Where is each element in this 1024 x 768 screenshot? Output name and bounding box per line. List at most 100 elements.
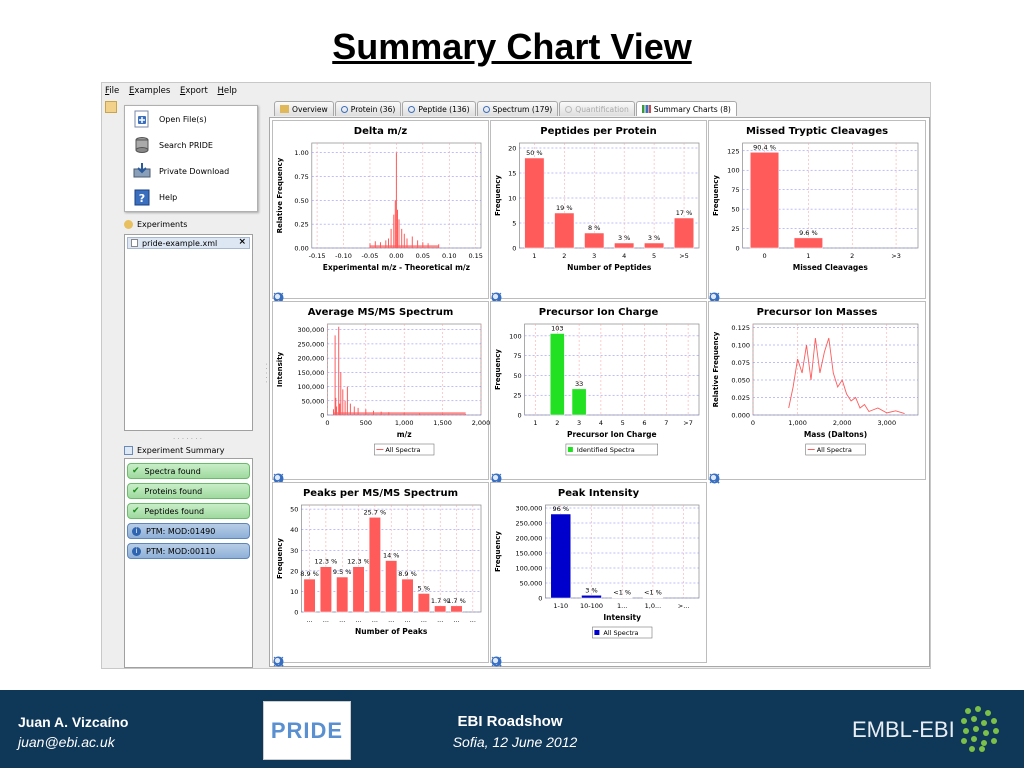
tab-spectrum[interactable]: Spectrum (179) [476, 101, 559, 116]
series-line [788, 337, 905, 415]
folder-icon [280, 105, 289, 113]
x-tick-label: 4 [599, 419, 603, 427]
event-name: EBI Roadshow [457, 713, 563, 730]
x-tick-label: 500 [360, 419, 372, 427]
summary-label: Experiment Summary [137, 446, 225, 455]
vertical-splitter[interactable]: · · · · · [262, 363, 270, 384]
bar-chart-icon [641, 105, 651, 113]
bar [793, 237, 823, 249]
menu-examples[interactable]: Examples [128, 86, 171, 96]
zoom-icon[interactable] [491, 473, 502, 484]
x-tick-label: 1,000 [788, 419, 807, 427]
chart-panel-peaks-per-spectrum: Peaks per MS/MS Spectrum 0 10 20 30 40 50 Freq… [272, 482, 489, 667]
y-tick-label: 0.075 [731, 359, 750, 367]
zoom-icon[interactable] [491, 656, 502, 667]
magnifier-icon [482, 105, 490, 113]
missed-cleavages-chart: 0 25 50 75 100 125 Frequency Missed Cleavages 0 9… [712, 142, 919, 272]
chart-panel-delta: Delta m/z 0.00 0.25 0.50 0.75 1.00 Relative F… [272, 120, 489, 303]
y-tick-label: 0.50 [294, 197, 308, 205]
y-tick-label: 150,000 [516, 550, 543, 558]
x-tick-label: ... [306, 616, 312, 624]
zoom-icon[interactable] [709, 473, 720, 484]
menu-file[interactable]: File [105, 86, 120, 96]
menu-export[interactable]: Export [179, 86, 208, 96]
bar [434, 605, 447, 613]
y-tick-label: 50 [731, 206, 739, 214]
data-label: 9.6 % [799, 229, 818, 237]
y-tick-label: 100 [727, 167, 739, 175]
y-tick-label: 0.100 [731, 342, 750, 350]
y-tick-label: 50,000 [520, 580, 543, 588]
private-download-button[interactable]: Private Download [125, 158, 257, 184]
menu-help[interactable]: Help [217, 86, 237, 96]
y-tick-label: 125 [727, 147, 739, 155]
splitter-handle[interactable]: · · · · · · · [173, 435, 202, 443]
summary-item-peptides[interactable]: ✔ Peptides found [127, 503, 250, 519]
x-tick-label: 0 [751, 419, 755, 427]
chart-title: Peaks per MS/MS Spectrum [302, 488, 459, 499]
y-tick-label: 0 [512, 245, 516, 253]
data-label: 3 % [648, 234, 660, 242]
x-axis-label: Intensity [603, 613, 641, 622]
delta-mz-chart: 0.00 0.25 0.50 0.75 1.00 Relative Frequency Ex… [276, 142, 483, 272]
summary-item-ptm-00110[interactable]: i PTM: MOD:00110 [127, 543, 250, 559]
x-tick-label: 0 [325, 419, 329, 427]
data-label: <1 % [644, 589, 662, 597]
open-file-button[interactable]: Open File(s) [125, 106, 257, 132]
bar [450, 605, 463, 613]
summary-item-label: PTM: MOD:00110 [146, 546, 216, 556]
y-axis-label: Frequency [494, 349, 502, 390]
x-tick-label: 5 [621, 419, 625, 427]
summary-item-ptm-01490[interactable]: i PTM: MOD:01490 [127, 523, 250, 539]
x-tick-label: 0.00 [389, 252, 403, 260]
bar [581, 595, 602, 599]
x-tick-label: 7 [664, 419, 668, 427]
tab-label: Protein (36) [350, 104, 396, 114]
close-icon[interactable]: × [238, 237, 246, 247]
legend-swatch [567, 447, 573, 452]
tab-peptide[interactable]: Peptide (136) [402, 101, 476, 116]
tab-protein[interactable]: Protein (36) [334, 101, 402, 116]
bar [336, 576, 349, 613]
plot-area [752, 323, 919, 416]
search-pride-button[interactable]: Search PRIDE [125, 132, 257, 158]
data-label: 3 % [585, 586, 597, 594]
y-axis-label: Frequency [494, 175, 502, 216]
bar [554, 212, 575, 249]
y-axis-label: Intensity [276, 351, 284, 387]
zoom-icon[interactable] [491, 292, 502, 303]
summary-item-proteins[interactable]: ✔ Proteins found [127, 483, 250, 499]
data-label: 8.9 % [300, 570, 319, 578]
embl-ebi-logo-text: EMBL-EBI [852, 717, 955, 742]
zoom-icon[interactable] [273, 656, 284, 667]
legend-label: All Spectra [817, 446, 852, 454]
bar [368, 517, 381, 613]
bar [385, 560, 398, 613]
open-icon[interactable] [105, 101, 117, 113]
y-tick-label: 20 [290, 567, 298, 575]
summary-item-spectra[interactable]: ✔ Spectra found [127, 463, 250, 479]
x-tick-label: ... [421, 616, 427, 624]
info-icon: i [132, 526, 141, 536]
chart-title: Average MS/MS Spectrum [307, 307, 454, 318]
tab-quantification[interactable]: Quantification [559, 101, 635, 116]
search-pride-label: Search PRIDE [159, 140, 213, 150]
experiments-label: Experiments [137, 220, 188, 229]
x-tick-label: 0.15 [468, 252, 482, 260]
x-tick-label: ... [372, 616, 378, 624]
experiment-list: pride-example.xml × [124, 234, 253, 431]
y-tick-label: 200,000 [298, 355, 325, 363]
precursor-masses-chart: 0.000 0.025 0.050 0.075 0.100 0.125 Relative F… [712, 323, 919, 456]
legend [565, 443, 659, 456]
help-button[interactable]: ? Help [125, 184, 257, 210]
magnifier-icon [408, 105, 416, 113]
y-tick-label: 0.000 [731, 412, 750, 420]
slide-footer: Juan A. Vizcaíno juan@ebi.ac.uk EBI Road… [0, 690, 1024, 768]
experiment-item[interactable]: pride-example.xml × [127, 237, 250, 249]
summary-icon [124, 446, 133, 455]
x-tick-label: 1 [533, 419, 537, 427]
tab-overview[interactable]: Overview [274, 101, 334, 116]
tab-summary-charts[interactable]: Summary Charts (8) [635, 101, 737, 116]
presenter-email: juan@ebi.ac.uk [18, 734, 115, 750]
experiment-file-name: pride-example.xml [142, 238, 218, 248]
